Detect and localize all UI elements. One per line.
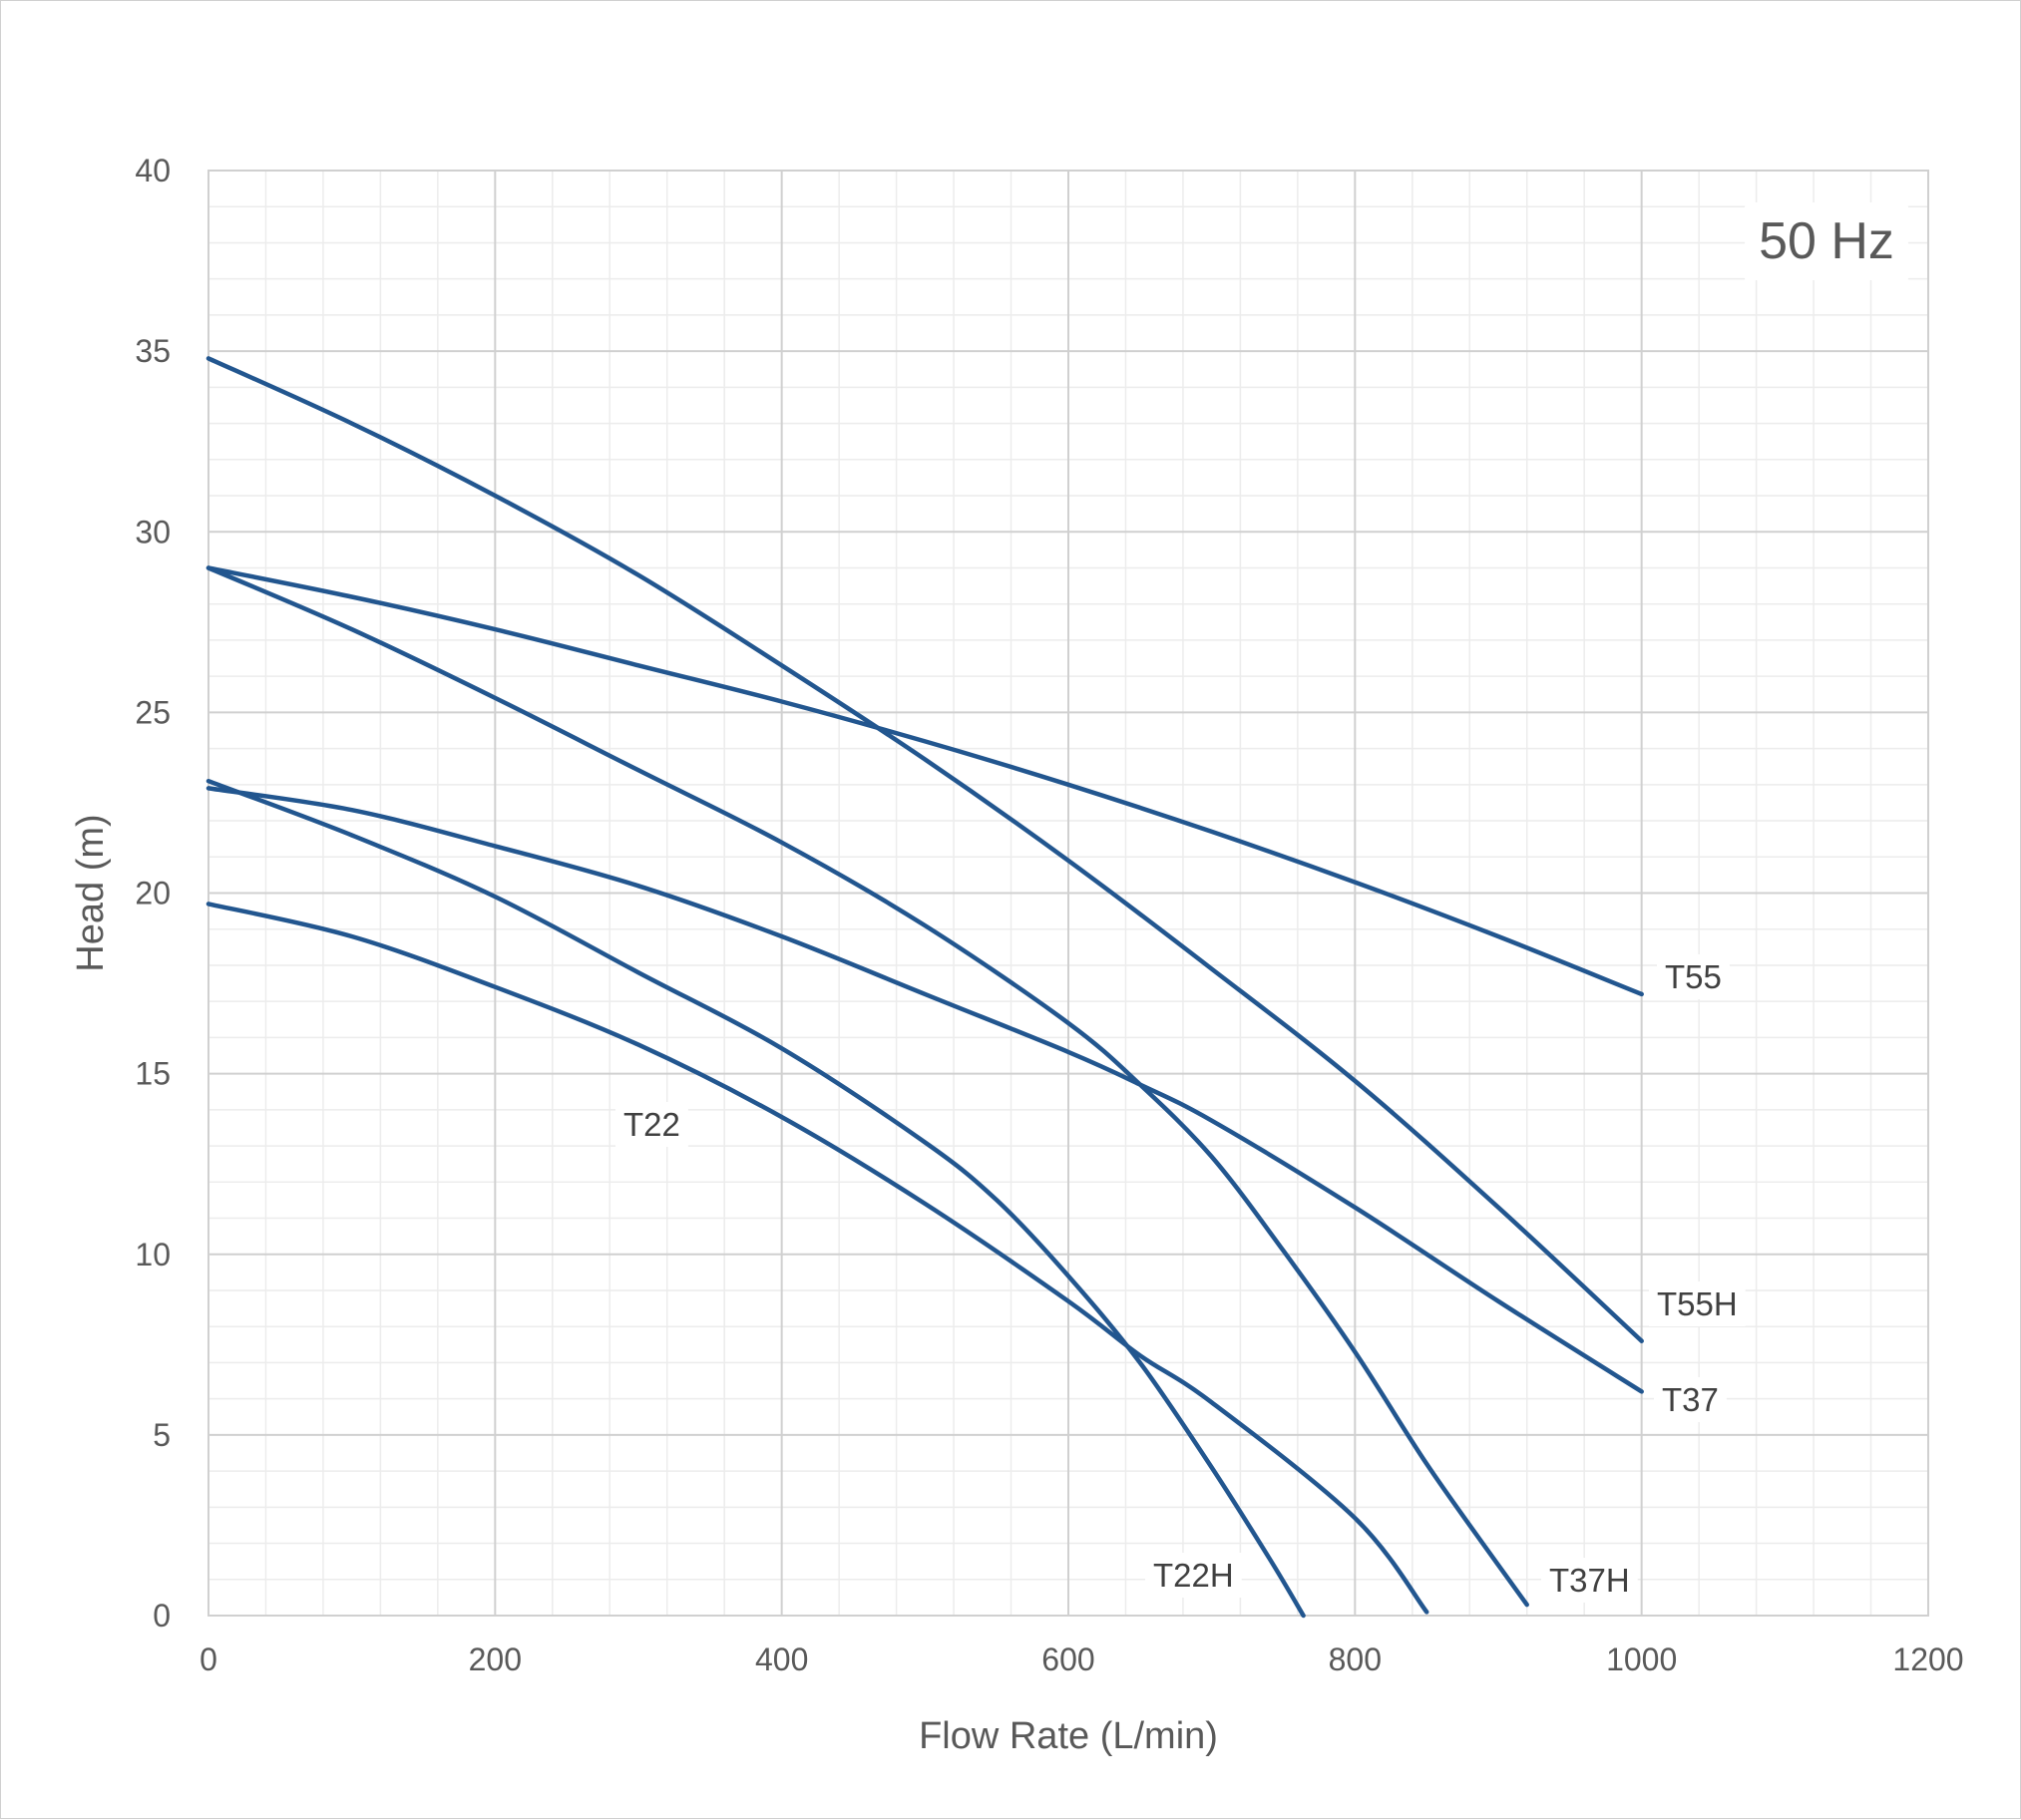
- series-line-t37h: [205, 565, 1529, 1608]
- series-label-background: [1145, 1553, 1242, 1598]
- series-line-t22h: [205, 778, 1306, 1619]
- series-label-t22h: T22H: [1153, 1557, 1234, 1594]
- series-line-t55: [205, 565, 1644, 997]
- x-tick-label: 0: [200, 1641, 217, 1677]
- series-label-background: [615, 1102, 688, 1147]
- series-labels: T55 T55H T37 T37H T22 T22H: [615, 954, 1746, 1603]
- x-tick-label: 1000: [1606, 1641, 1677, 1677]
- x-tick-label: 600: [1041, 1641, 1094, 1677]
- x-tick-label: 200: [469, 1641, 522, 1677]
- x-tick-label: 800: [1329, 1641, 1382, 1677]
- x-tick-label: 1200: [1892, 1641, 1963, 1677]
- plot-area-border: [207, 170, 1929, 1617]
- y-tick-label: 0: [153, 1598, 171, 1634]
- y-tick-label: 20: [135, 876, 171, 911]
- series-label-t55h: T55H: [1657, 1285, 1738, 1322]
- series-line-t55h: [205, 356, 1644, 1343]
- y-tick-label: 15: [135, 1056, 171, 1092]
- series-label-background: [1654, 1377, 1727, 1422]
- series-label-t55: T55: [1665, 958, 1722, 995]
- series-label-background: [1649, 1281, 1746, 1326]
- series-label-t22: T22: [623, 1106, 680, 1143]
- series-label-t37: T37: [1662, 1381, 1719, 1418]
- x-tick-labels: 0 200 400 600 800 1000 1200: [200, 1641, 1963, 1677]
- series-label-background: [1657, 954, 1730, 999]
- series-lines: [205, 356, 1644, 1619]
- x-tick-label: 400: [755, 1641, 808, 1677]
- series-line-t22: [205, 902, 1429, 1615]
- y-tick-label: 40: [135, 153, 171, 188]
- y-axis-title: Head (m): [70, 814, 112, 971]
- series-label-background: [1541, 1558, 1638, 1603]
- series-label-t37h: T37H: [1549, 1562, 1630, 1599]
- y-tick-label: 30: [135, 514, 171, 549]
- frequency-annotation: 50 Hz: [1759, 212, 1894, 270]
- y-tick-labels: 0 5 10 15 20 25 30 35 40: [135, 153, 171, 1634]
- annotation-background: [1745, 202, 1908, 280]
- y-tick-label: 5: [153, 1417, 171, 1453]
- y-tick-label: 25: [135, 694, 171, 730]
- y-tick-label: 10: [135, 1237, 171, 1273]
- y-tick-label: 35: [135, 333, 171, 369]
- x-axis-title: Flow Rate (L/min): [919, 1715, 1218, 1757]
- series-line-t37: [205, 786, 1644, 1394]
